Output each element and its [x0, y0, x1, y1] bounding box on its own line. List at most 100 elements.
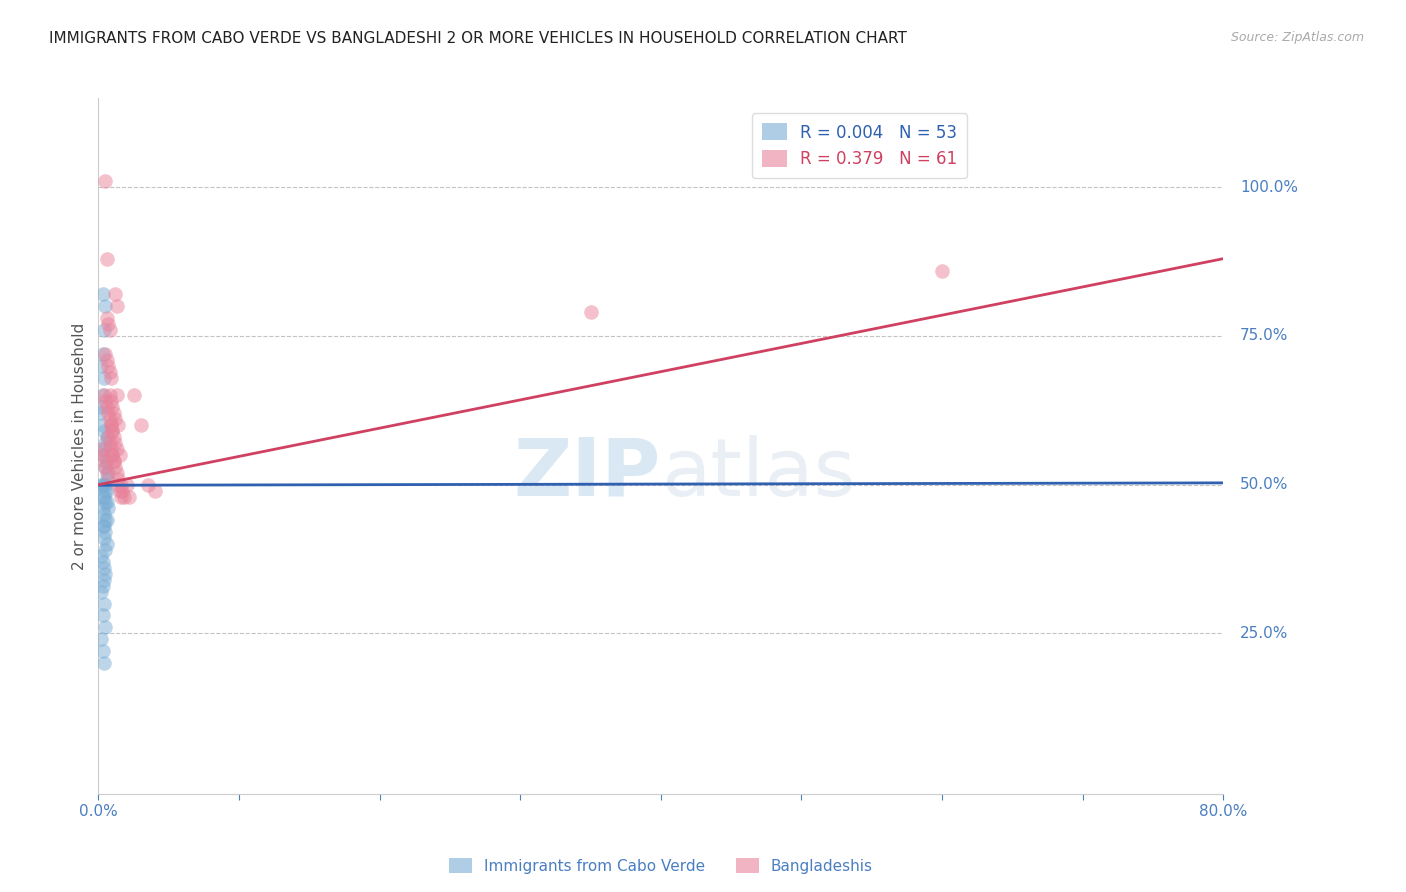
Point [100, 394, 122, 409]
Point [93, 424, 115, 438]
Text: 25.0%: 25.0% [1240, 626, 1288, 640]
Point [107, 477, 129, 491]
Point [103, 454, 125, 468]
Point [93, 519, 115, 533]
Point [97, 466, 120, 480]
Point [93, 323, 115, 337]
Point [98, 365, 121, 379]
Point [122, 388, 145, 402]
Point [96, 352, 118, 367]
Point [94, 483, 117, 498]
Point [105, 466, 128, 480]
Point [90, 442, 112, 456]
Point [96, 537, 118, 551]
Point [96, 401, 118, 415]
Point [93, 454, 115, 468]
Point [96, 430, 118, 444]
Point [108, 448, 131, 462]
Point [579, 305, 602, 319]
Point [90, 584, 112, 599]
Point [93, 477, 115, 491]
Point [115, 477, 138, 491]
Point [91, 347, 114, 361]
Text: Source: ZipAtlas.com: Source: ZipAtlas.com [1230, 31, 1364, 45]
Point [105, 388, 128, 402]
Legend: Immigrants from Cabo Verde, Bangladeshis: Immigrants from Cabo Verde, Bangladeshis [443, 852, 879, 880]
Point [98, 436, 121, 450]
Point [93, 490, 115, 504]
Point [94, 459, 117, 474]
Point [98, 412, 121, 426]
Text: 100.0%: 100.0% [1240, 180, 1298, 194]
Point [98, 388, 121, 402]
Point [93, 597, 115, 611]
Point [91, 555, 114, 569]
Point [100, 418, 122, 433]
Point [91, 644, 114, 658]
Point [101, 424, 124, 438]
Point [104, 436, 127, 450]
Point [94, 477, 117, 491]
Point [91, 448, 114, 462]
Point [94, 543, 117, 558]
Point [101, 448, 124, 462]
Point [98, 323, 121, 337]
Point [110, 477, 132, 491]
Point [93, 573, 115, 587]
Point [97, 359, 120, 373]
Point [104, 287, 127, 301]
Point [94, 620, 117, 634]
Point [118, 490, 141, 504]
Point [101, 448, 124, 462]
Point [104, 412, 127, 426]
Point [103, 406, 125, 420]
Point [108, 483, 131, 498]
Point [90, 401, 112, 415]
Point [129, 418, 152, 433]
Point [107, 418, 129, 433]
Text: 75.0%: 75.0% [1240, 328, 1288, 343]
Text: atlas: atlas [661, 434, 855, 513]
Point [136, 477, 159, 491]
Point [90, 477, 112, 491]
Text: IMMIGRANTS FROM CABO VERDE VS BANGLADESHI 2 OR MORE VEHICLES IN HOUSEHOLD CORREL: IMMIGRANTS FROM CABO VERDE VS BANGLADESH… [49, 31, 907, 46]
Point [111, 483, 134, 498]
Point [97, 317, 120, 331]
Point [94, 525, 117, 540]
Point [101, 401, 124, 415]
Point [931, 263, 953, 277]
Point [94, 347, 117, 361]
Point [89, 406, 111, 420]
Point [107, 472, 129, 486]
Point [90, 632, 112, 647]
Point [97, 501, 120, 516]
Point [93, 388, 115, 402]
Point [97, 430, 120, 444]
Point [91, 490, 114, 504]
Point [91, 501, 114, 516]
Point [94, 495, 117, 509]
Point [91, 608, 114, 623]
Point [105, 442, 128, 456]
Point [96, 252, 118, 266]
Point [90, 359, 112, 373]
Point [91, 448, 114, 462]
Point [100, 370, 122, 384]
Point [94, 174, 117, 188]
Point [93, 508, 115, 522]
Point [93, 561, 115, 575]
Point [94, 299, 117, 313]
Point [96, 495, 118, 509]
Point [103, 454, 125, 468]
Point [91, 418, 114, 433]
Point [112, 490, 135, 504]
Point [103, 430, 125, 444]
Point [105, 299, 128, 313]
Point [94, 513, 117, 527]
Point [90, 549, 112, 563]
Point [96, 483, 118, 498]
Point [91, 519, 114, 533]
Point [93, 370, 115, 384]
Point [96, 513, 118, 527]
Point [100, 418, 122, 433]
